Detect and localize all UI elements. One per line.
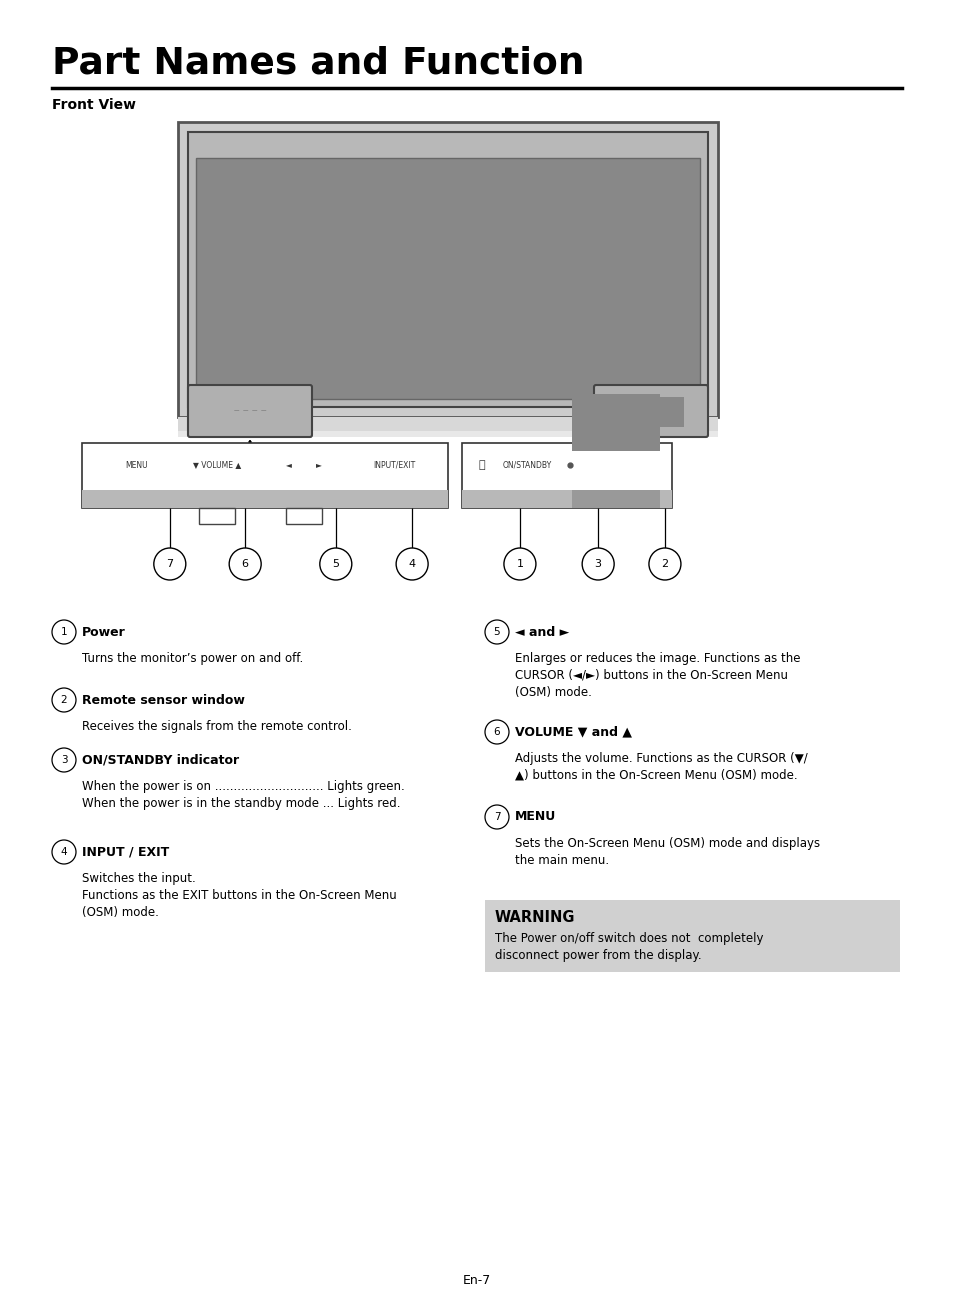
Text: ⏻: ⏻ bbox=[478, 461, 485, 470]
Bar bbox=[572, 490, 659, 508]
Text: Adjusts the volume. Functions as the CURSOR (▼/
▲) buttons in the On-Screen Menu: Adjusts the volume. Functions as the CUR… bbox=[515, 751, 807, 782]
Text: 7: 7 bbox=[493, 812, 499, 822]
Text: 2: 2 bbox=[660, 559, 668, 569]
Bar bbox=[461, 443, 671, 508]
Circle shape bbox=[153, 547, 186, 580]
Circle shape bbox=[229, 547, 261, 580]
Bar bbox=[178, 417, 718, 432]
Bar bbox=[82, 443, 448, 508]
Circle shape bbox=[52, 747, 76, 772]
Circle shape bbox=[52, 620, 76, 644]
Text: Enlarges or reduces the image. Functions as the
CURSOR (◄/►) buttons in the On-S: Enlarges or reduces the image. Functions… bbox=[515, 651, 800, 699]
Bar bbox=[178, 432, 718, 437]
Bar bbox=[286, 508, 322, 524]
Text: Part Names and Function: Part Names and Function bbox=[52, 45, 584, 82]
Text: When the power is on ............................. Lights green.
When the power : When the power is on ...................… bbox=[82, 780, 404, 811]
Text: Receives the signals from the remote control.: Receives the signals from the remote con… bbox=[82, 720, 352, 733]
Circle shape bbox=[52, 688, 76, 712]
Text: VOLUME ▼ and ▲: VOLUME ▼ and ▲ bbox=[515, 725, 631, 738]
Text: En-7: En-7 bbox=[462, 1274, 491, 1287]
Bar bbox=[461, 490, 671, 508]
Text: ◄ and ►: ◄ and ► bbox=[515, 625, 569, 638]
Circle shape bbox=[484, 720, 509, 744]
Text: —  —  —  —: — — — — bbox=[233, 408, 266, 413]
Text: ►: ► bbox=[315, 461, 321, 470]
Text: ▼ VOLUME ▲: ▼ VOLUME ▲ bbox=[193, 461, 241, 470]
Text: 5: 5 bbox=[332, 559, 339, 569]
Circle shape bbox=[648, 547, 680, 580]
Text: Switches the input.
Functions as the EXIT buttons in the On-Screen Menu
(OSM) mo: Switches the input. Functions as the EXI… bbox=[82, 873, 396, 919]
FancyBboxPatch shape bbox=[594, 386, 707, 437]
Text: WARNING: WARNING bbox=[495, 909, 575, 925]
Circle shape bbox=[319, 547, 352, 580]
Text: ON/STANDBY: ON/STANDBY bbox=[502, 461, 551, 470]
Bar bbox=[636, 397, 683, 426]
Text: 3: 3 bbox=[594, 559, 601, 569]
Text: The Power on/off switch does not  completely
disconnect power from the display.: The Power on/off switch does not complet… bbox=[495, 932, 762, 962]
FancyBboxPatch shape bbox=[188, 386, 312, 437]
Circle shape bbox=[503, 547, 536, 580]
Circle shape bbox=[52, 840, 76, 865]
Text: Sets the On-Screen Menu (OSM) mode and displays
the main menu.: Sets the On-Screen Menu (OSM) mode and d… bbox=[515, 837, 820, 867]
Circle shape bbox=[581, 547, 614, 580]
Text: INPUT / EXIT: INPUT / EXIT bbox=[82, 845, 169, 858]
Circle shape bbox=[395, 547, 428, 580]
Text: 1: 1 bbox=[61, 626, 68, 637]
Bar bbox=[195, 158, 700, 399]
Circle shape bbox=[484, 620, 509, 644]
Text: Power: Power bbox=[82, 625, 126, 638]
Text: ◄: ◄ bbox=[286, 461, 292, 470]
Bar bbox=[82, 490, 448, 508]
Bar bbox=[484, 900, 899, 973]
Text: 2: 2 bbox=[61, 695, 68, 705]
Bar bbox=[199, 508, 234, 524]
Text: 4: 4 bbox=[408, 559, 416, 569]
Text: 7: 7 bbox=[166, 559, 173, 569]
Text: 5: 5 bbox=[493, 626, 499, 637]
Text: INPUT/EXIT: INPUT/EXIT bbox=[373, 461, 415, 470]
Bar bbox=[188, 132, 707, 407]
Text: 6: 6 bbox=[493, 726, 499, 737]
Text: 4: 4 bbox=[61, 848, 68, 857]
Text: 3: 3 bbox=[61, 755, 68, 765]
FancyBboxPatch shape bbox=[178, 122, 718, 417]
Text: 1: 1 bbox=[516, 559, 523, 569]
Text: MENU: MENU bbox=[515, 811, 556, 824]
Text: MENU: MENU bbox=[126, 461, 148, 470]
Text: Front View: Front View bbox=[52, 97, 136, 112]
Circle shape bbox=[484, 805, 509, 829]
Text: 6: 6 bbox=[241, 559, 249, 569]
Bar bbox=[572, 393, 659, 451]
Text: Turns the monitor’s power on and off.: Turns the monitor’s power on and off. bbox=[82, 651, 303, 665]
Text: Remote sensor window: Remote sensor window bbox=[82, 694, 245, 707]
Text: ON/STANDBY indicator: ON/STANDBY indicator bbox=[82, 754, 239, 766]
